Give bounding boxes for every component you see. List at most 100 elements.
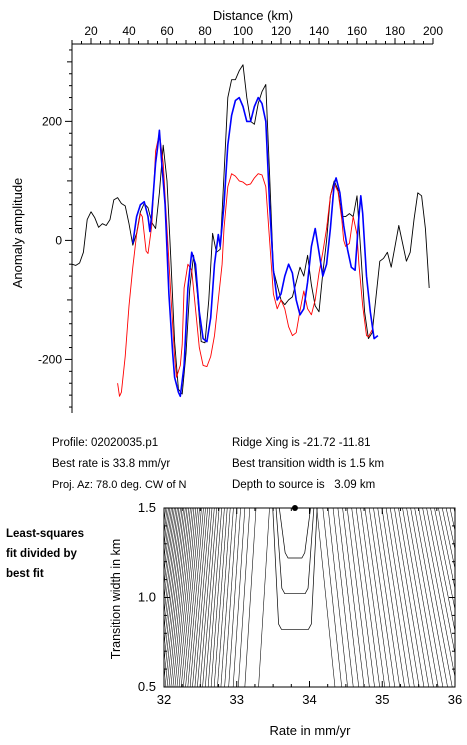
contour-line	[355, 508, 380, 687]
bottom-xlabel: Rate in mm/yr	[270, 723, 352, 738]
contour-line	[453, 508, 455, 515]
contour-line	[220, 508, 234, 687]
contour-line	[189, 508, 206, 687]
contour-line	[183, 508, 200, 687]
contour-u	[278, 508, 311, 559]
best-fit-marker	[291, 505, 298, 511]
bottom-ticks: 32 33 34 35 36 0.5 1.0 1.5	[138, 500, 462, 707]
contour-line	[414, 508, 448, 687]
contour-line	[438, 508, 455, 590]
y-tick-label: 200	[42, 114, 62, 128]
contour-line	[316, 508, 336, 687]
contour-line	[164, 508, 172, 575]
contour-line	[394, 508, 425, 687]
contour-line	[385, 508, 415, 687]
contour-line	[422, 508, 455, 679]
contour-line	[202, 508, 217, 687]
x-tick-label: 100	[233, 24, 253, 38]
fit-contour-chart: 32 33 34 35 36 0.5 1.0 1.5 Rate in mm/yr Transi…	[109, 500, 467, 738]
contour-line	[187, 508, 204, 687]
note-line-1: Least-squares	[6, 528, 84, 540]
contour-line	[232, 508, 246, 687]
contour-line	[410, 508, 444, 687]
contour-line	[178, 508, 197, 687]
top-xlabel: Distance (km)	[213, 8, 293, 23]
bottom-ylabel: Transition width in km	[109, 539, 123, 659]
contour-line	[217, 508, 231, 687]
contour-line	[224, 508, 238, 687]
top-axes	[71, 43, 433, 413]
contour-line	[238, 508, 251, 687]
contour-line	[426, 508, 455, 656]
x-tick-label: 60	[160, 24, 174, 38]
x-tick-label: 180	[385, 24, 405, 38]
ridge-xing-text: Ridge Xing is -21.72 -11.81	[232, 437, 371, 449]
top-ylabel: Anomaly amplitude	[10, 178, 25, 289]
contour-line	[332, 508, 354, 687]
contour-line	[327, 508, 348, 687]
x-tick-label: 140	[309, 24, 329, 38]
contour-lines	[164, 508, 467, 687]
top-ticks: 20 40 60 80 100 120 140 160 180 200 -200 0 200	[38, 24, 443, 408]
contour-line	[205, 508, 220, 687]
contour-line	[176, 508, 195, 687]
contour-line	[364, 508, 391, 687]
contour-line	[398, 508, 429, 687]
contour-line	[168, 508, 188, 687]
contour-line	[164, 508, 174, 588]
contour-line	[170, 508, 189, 687]
contour-u	[275, 508, 315, 595]
contour-line	[402, 508, 434, 687]
contour-line	[381, 508, 410, 687]
contour-line	[368, 508, 396, 687]
x-tick-label: 120	[271, 24, 291, 38]
contour-line	[430, 508, 455, 633]
proj-az-text: Proj. Az: 78.0 deg. CW of N	[52, 479, 187, 491]
contour-line	[192, 508, 208, 687]
x-tick-label: 20	[84, 24, 98, 38]
y-tick-label: 0.5	[138, 679, 156, 694]
x-tick-label: 34	[302, 692, 316, 707]
contour-line	[458, 508, 467, 687]
anomaly-chart: Distance (km) Anomaly amplitude 20 40 60 80…	[10, 8, 443, 413]
y-tick-label: 1.0	[138, 590, 156, 605]
x-tick-label: 36	[448, 692, 462, 707]
contour-line	[199, 508, 215, 687]
contour-line	[194, 508, 211, 687]
x-tick-label: 80	[198, 24, 212, 38]
contour-line	[373, 508, 400, 687]
contour-line	[322, 508, 342, 687]
series-line-2	[132, 96, 379, 398]
contour-line	[346, 508, 370, 687]
series-line-0	[71, 64, 430, 395]
contour-note: Least-squares fit divided by best fit	[6, 524, 84, 584]
contour-line	[406, 508, 439, 687]
contour-line	[207, 508, 222, 687]
depth-text: Depth to source is 3.09 km	[232, 479, 376, 491]
x-tick-label: 35	[375, 692, 389, 707]
x-tick-label: 200	[423, 24, 443, 38]
y-tick-label: 1.5	[138, 500, 156, 515]
contour-line	[418, 508, 453, 687]
contour-line	[213, 508, 228, 687]
contour-line	[180, 508, 198, 687]
contour-line	[174, 508, 193, 687]
note-line-2: fit divided by	[6, 548, 77, 560]
contour-line	[244, 508, 257, 687]
contour-u	[272, 508, 318, 630]
x-tick-label: 160	[347, 24, 367, 38]
contour-line	[164, 508, 183, 683]
contour-line	[377, 508, 405, 687]
contour-line	[210, 508, 225, 687]
y-tick-label: 0	[55, 233, 62, 247]
top-series	[71, 64, 430, 398]
contour-line	[342, 508, 365, 687]
contour-line	[164, 508, 184, 687]
best-width-text: Best transition width is 1.5 km	[232, 458, 385, 470]
note-line-3: best fit	[6, 568, 44, 580]
contour-line	[258, 508, 270, 687]
y-tick-label: -200	[38, 352, 62, 366]
contour-line	[197, 508, 213, 687]
contour-line	[164, 508, 181, 666]
